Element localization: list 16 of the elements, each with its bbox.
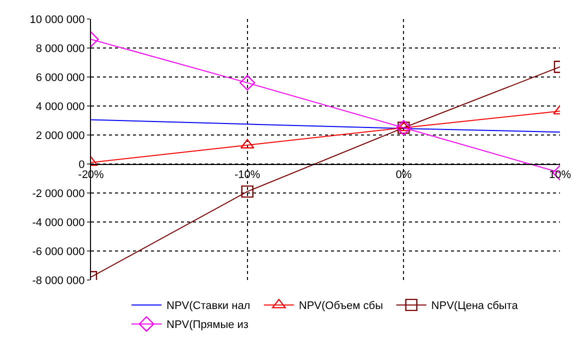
y-tick-label: 0 [78,158,85,171]
legend-label: NPV(Прямые из [166,319,248,332]
legend-label: NPV(Цена сбыта [431,300,519,312]
y-tick-label: 8 000 000 [36,42,85,55]
y-tick-label: -2 000 000 [32,188,85,200]
legend-label: NPV(Объем сбы [298,300,384,312]
y-tick-label: 2 000 000 [36,130,85,142]
y-tick-label: -4 000 000 [32,216,85,229]
legend-label: NPV(Ставки нал [166,300,250,312]
y-tick-label: -8 000 000 [32,274,85,287]
x-tick-label: 0% [396,169,412,182]
y-tick-label: 6 000 000 [36,72,85,84]
x-tick-label: -10% [234,169,260,182]
y-tick-label: 4 000 000 [36,100,85,113]
y-tick-label: -6 000 000 [32,246,85,258]
y-tick-label: 10 000 000 [30,14,85,26]
